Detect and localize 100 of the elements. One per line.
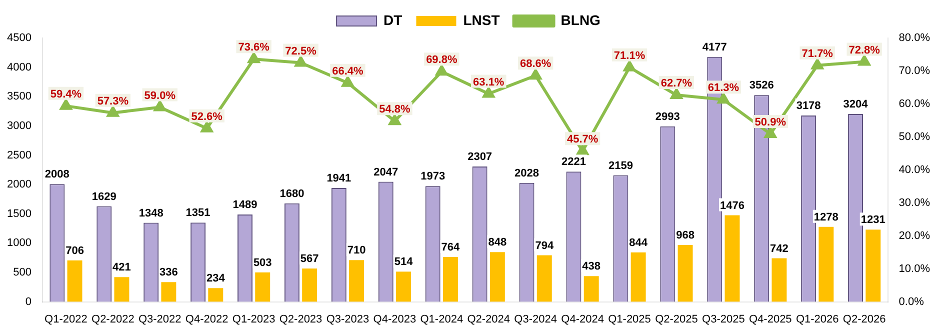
bar xyxy=(818,226,834,302)
data-label: 1351 xyxy=(186,207,210,220)
data-label: 794 xyxy=(535,240,554,252)
x-tick-label: Q4-2025 xyxy=(748,313,792,326)
x-tick-label: Q1-2024 xyxy=(420,313,464,326)
y-tick-label: 0 xyxy=(25,296,32,308)
bar xyxy=(490,252,505,302)
y-tick-label: 1500 xyxy=(6,208,32,220)
bar xyxy=(208,288,224,302)
x-tick-label: Q2-2022 xyxy=(92,313,134,326)
x-tick-label: Q4-2022 xyxy=(185,313,228,326)
point xyxy=(718,93,730,104)
point xyxy=(482,87,494,98)
data-label: 3178 xyxy=(796,100,821,112)
point xyxy=(294,56,307,67)
data-label: 66.4% xyxy=(332,65,364,78)
x-tick-label: Q4-2024 xyxy=(561,313,604,326)
bar xyxy=(67,260,82,302)
point xyxy=(60,99,72,110)
data-label: 52.6% xyxy=(191,110,223,123)
point xyxy=(342,76,354,87)
data-label: 2159 xyxy=(608,160,633,172)
data-label: 2221 xyxy=(562,156,586,168)
data-label: 3526 xyxy=(749,80,774,92)
data-label: 45.7% xyxy=(566,134,598,146)
y2-tick-label: 70.0% xyxy=(898,65,930,78)
data-label: 71.7% xyxy=(802,48,834,60)
bar xyxy=(349,260,364,302)
y-tick-label: 1000 xyxy=(6,237,32,250)
data-label: 844 xyxy=(629,236,648,249)
bar xyxy=(255,272,270,302)
point xyxy=(107,106,119,117)
bar xyxy=(396,272,411,302)
y-tick-label: 3500 xyxy=(6,90,32,103)
data-label: 71.1% xyxy=(614,50,646,62)
y2-tick-label: 20.0% xyxy=(898,230,930,242)
bar xyxy=(536,255,552,302)
data-label: 61.3% xyxy=(708,82,740,94)
data-label: 2993 xyxy=(655,110,680,123)
point xyxy=(858,55,870,66)
data-label: 4177 xyxy=(702,41,727,54)
data-label: 234 xyxy=(206,272,226,285)
point xyxy=(530,69,542,80)
data-label: 710 xyxy=(347,244,366,257)
data-label: 848 xyxy=(488,236,507,249)
data-label: 1680 xyxy=(280,188,304,200)
x-tick-label: Q3-2024 xyxy=(514,313,557,326)
y-tick-label: 2000 xyxy=(6,178,32,191)
y2-tick-label: 40.0% xyxy=(898,164,930,176)
x-tick-label: Q3-2022 xyxy=(138,313,182,326)
y2-tick-label: 0.0% xyxy=(898,296,924,308)
y2-tick-label: 50.0% xyxy=(898,130,930,143)
data-label: 57.3% xyxy=(97,95,129,108)
data-label: 1941 xyxy=(326,172,352,185)
data-label: 503 xyxy=(253,256,272,269)
bar xyxy=(161,282,176,302)
point xyxy=(201,122,213,132)
y-tick-label: 4000 xyxy=(6,61,32,74)
data-label: 3204 xyxy=(843,98,869,111)
data-label: 69.8% xyxy=(426,54,458,66)
point xyxy=(154,100,166,112)
legend-label: DT xyxy=(384,12,403,28)
data-label: 2028 xyxy=(514,167,540,180)
data-label: 68.6% xyxy=(520,58,552,70)
point xyxy=(576,144,588,156)
point xyxy=(388,114,401,126)
x-tick-label: Q2-2026 xyxy=(842,313,886,326)
x-tick-label: Q3-2025 xyxy=(702,313,745,326)
bar xyxy=(678,245,693,302)
data-label: 1278 xyxy=(814,211,838,224)
x-tick-label: Q2-2024 xyxy=(467,313,510,326)
point xyxy=(624,60,636,72)
point xyxy=(248,52,260,64)
data-label: 1348 xyxy=(138,207,164,220)
data-label: 50.9% xyxy=(754,116,786,128)
data-label: 2008 xyxy=(44,168,70,181)
data-label: 1489 xyxy=(232,199,258,212)
data-label: 1629 xyxy=(92,190,116,203)
data-label: 59.0% xyxy=(144,90,176,102)
data-label: 72.5% xyxy=(285,45,317,58)
point xyxy=(812,58,824,70)
y-tick-label: 4500 xyxy=(6,32,32,44)
y-tick-label: 2500 xyxy=(6,149,32,162)
data-label: 2307 xyxy=(468,151,492,164)
data-label: 62.7% xyxy=(660,78,692,90)
data-label: 514 xyxy=(394,256,414,268)
x-tick-label: Q1-2022 xyxy=(44,313,88,326)
x-tick-label: Q1-2023 xyxy=(232,313,276,326)
x-tick-label: Q4-2023 xyxy=(373,313,416,326)
data-label: 1973 xyxy=(420,170,446,183)
data-label: 438 xyxy=(582,260,601,273)
data-label: 1231 xyxy=(860,214,886,226)
y2-tick-label: 60.0% xyxy=(898,98,930,110)
bar xyxy=(724,215,740,302)
x-tick-label: Q2-2023 xyxy=(279,313,322,326)
data-label: 421 xyxy=(112,262,131,274)
data-label: 567 xyxy=(300,253,319,266)
x-tick-label: Q2-2025 xyxy=(655,313,698,326)
bar xyxy=(866,230,881,302)
bar xyxy=(302,268,318,302)
